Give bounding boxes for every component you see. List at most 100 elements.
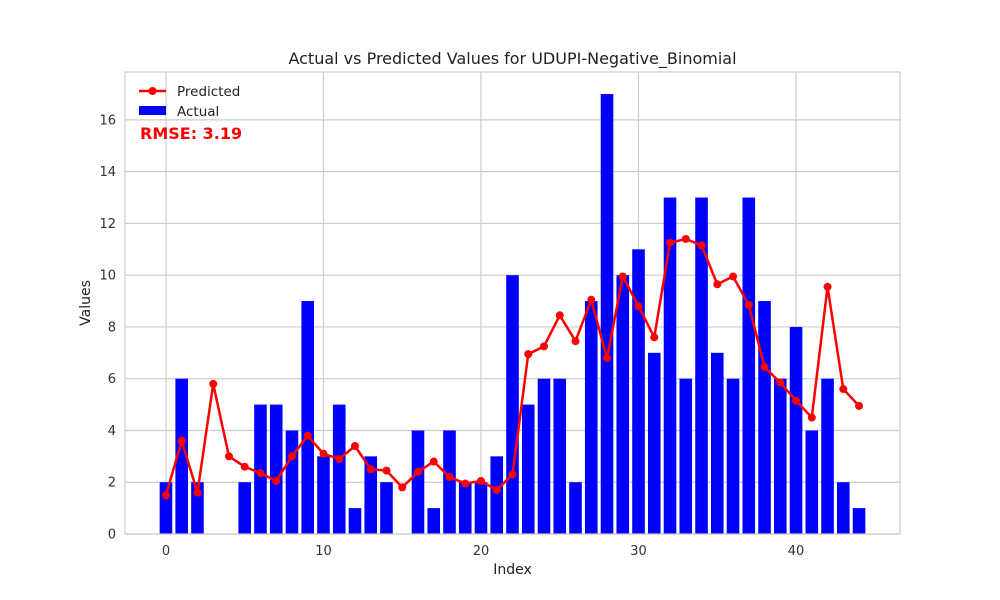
actual-bar	[364, 456, 378, 534]
predicted-point	[508, 470, 517, 479]
predicted-point	[193, 488, 202, 497]
y-tick-labels: 0 2 4 6 8 10 12 14 16	[99, 113, 116, 542]
actual-bar	[710, 352, 724, 534]
actual-bar	[726, 378, 740, 534]
y-tick-label: 10	[99, 269, 116, 284]
actual-bar	[553, 378, 567, 534]
actual-bar	[584, 301, 598, 534]
actual-bar	[616, 275, 630, 534]
predicted-point	[744, 300, 753, 309]
actual-bar	[852, 508, 866, 534]
actual-bar	[427, 508, 441, 534]
actual-bar	[679, 378, 693, 534]
predicted-point	[398, 483, 407, 492]
predicted-point	[272, 476, 281, 485]
predicted-point	[587, 295, 596, 304]
x-tick-label: 10	[315, 544, 332, 559]
actual-bar	[600, 94, 614, 534]
predicted-point	[429, 457, 438, 466]
predicted-point	[713, 280, 722, 289]
x-tick-label: 30	[630, 544, 647, 559]
actual-bar	[632, 249, 645, 534]
predicted-point	[760, 363, 769, 372]
predicted-point	[634, 302, 643, 311]
legend-predicted-label: Predicted	[177, 84, 240, 100]
actual-bar	[821, 378, 834, 534]
actual-bar	[285, 430, 299, 534]
predicted-point	[240, 462, 249, 471]
actual-bar	[175, 378, 189, 534]
predicted-point	[839, 385, 848, 394]
x-tick-label: 40	[788, 544, 805, 559]
predicted-point	[524, 350, 533, 359]
actual-bar	[348, 508, 362, 534]
actual-bar	[506, 275, 519, 534]
predicted-point	[492, 486, 501, 494]
actual-bar	[647, 352, 661, 534]
actual-bar	[443, 430, 456, 534]
actual-bar	[269, 404, 283, 534]
x-axis-label: Index	[493, 562, 532, 578]
actual-bar	[758, 301, 771, 534]
y-tick-label: 14	[99, 165, 116, 180]
predicted-point	[177, 436, 186, 445]
actual-bar	[332, 404, 346, 534]
actual-bar	[411, 430, 425, 534]
predicted-point	[161, 491, 170, 500]
actual-bar	[301, 301, 315, 534]
actual-bar	[238, 482, 252, 534]
legend: Predicted Actual	[139, 84, 240, 120]
predicted-point	[224, 452, 233, 461]
y-axis-label: Values	[78, 280, 94, 326]
predicted-point	[807, 413, 816, 422]
predicted-point	[366, 465, 375, 474]
predicted-series	[161, 234, 864, 500]
actual-bar	[663, 197, 677, 534]
actual-bar	[805, 430, 819, 534]
y-tick-label: 16	[99, 113, 116, 128]
y-tick-label: 8	[108, 320, 116, 335]
y-tick-label: 6	[108, 372, 116, 387]
rmse-annotation: RMSE: 3.19	[140, 124, 242, 143]
actual-bar	[537, 378, 551, 534]
y-tick-label: 12	[99, 217, 116, 232]
predicted-point	[461, 479, 470, 488]
actual-bar	[773, 378, 787, 534]
actual-bar	[191, 482, 204, 534]
actual-bar	[159, 482, 173, 534]
predicted-point	[540, 342, 549, 351]
predicted-point	[650, 333, 659, 342]
y-tick-label: 4	[108, 424, 116, 439]
actual-bar	[490, 456, 504, 534]
predicted-point	[571, 337, 580, 346]
actual-bar	[474, 482, 488, 534]
actual-bars	[159, 94, 866, 534]
legend-actual-label: Actual	[177, 104, 219, 120]
x-tick-labels: 0 10 20 30 40	[162, 544, 804, 559]
predicted-point	[335, 454, 344, 463]
y-tick-label: 2	[108, 476, 116, 491]
predicted-point	[729, 272, 738, 281]
predicted-point	[382, 466, 391, 475]
predicted-point	[855, 401, 864, 410]
predicted-point	[445, 473, 454, 482]
legend-predicted-marker	[148, 87, 157, 95]
predicted-point	[697, 241, 706, 250]
actual-bar	[458, 482, 472, 534]
actual-bar	[521, 404, 535, 534]
predicted-point	[792, 396, 801, 405]
predicted-point	[303, 431, 312, 440]
predicted-point	[776, 378, 785, 387]
actual-bar	[789, 326, 803, 534]
x-tick-label: 20	[473, 544, 490, 559]
legend-actual-swatch	[139, 106, 166, 115]
predicted-point	[666, 238, 675, 247]
predicted-point	[287, 452, 296, 461]
predicted-point	[603, 354, 612, 362]
x-tick-label: 0	[162, 544, 170, 559]
predicted-point	[476, 476, 485, 485]
plot-frame	[124, 71, 901, 535]
predicted-point	[681, 234, 690, 243]
actual-bar	[317, 456, 330, 534]
